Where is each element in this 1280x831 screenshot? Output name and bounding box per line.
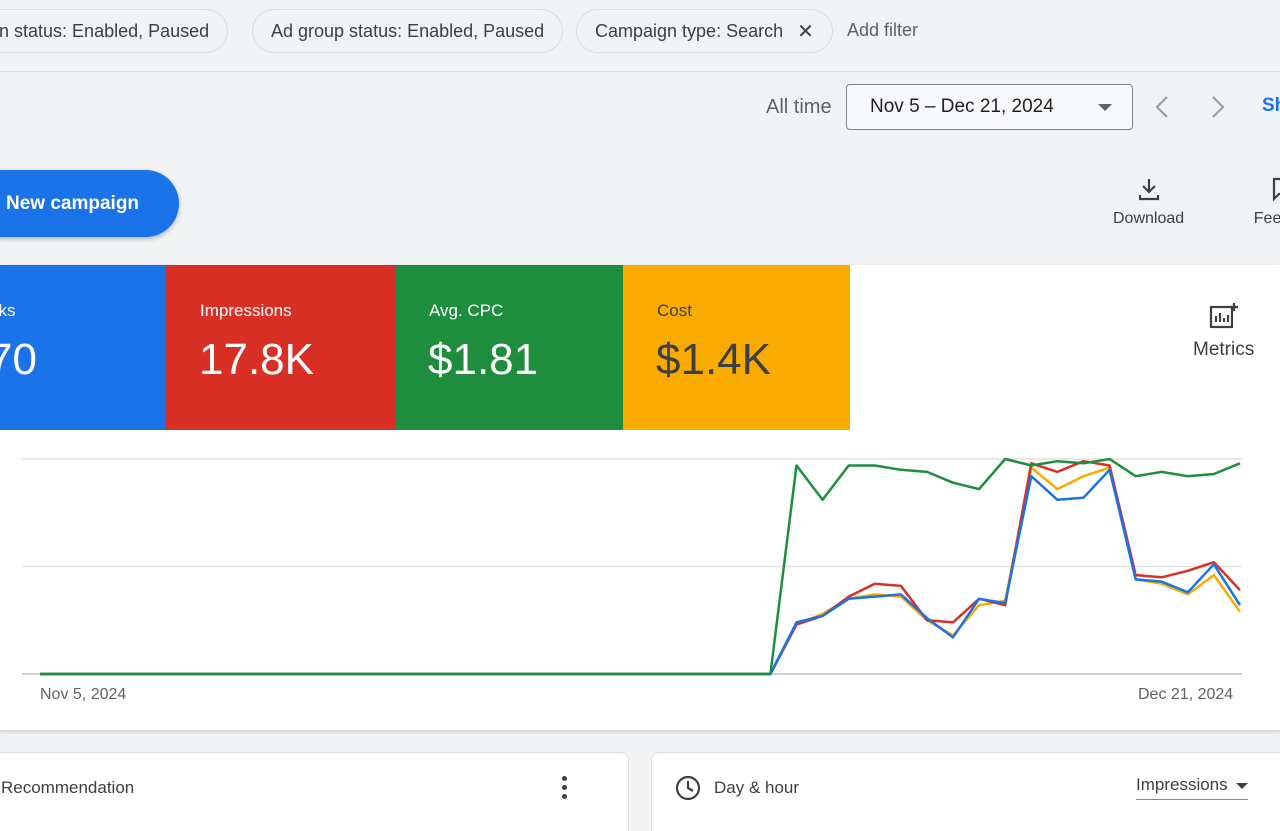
performance-chart-card: cks 70 Impressions 17.8K Avg. CPC $1.81 … xyxy=(0,265,1280,731)
add-filter-button[interactable]: Add filter xyxy=(847,20,919,40)
day-hour-title: Day & hour xyxy=(714,778,800,797)
metrics-label: Metrics xyxy=(1193,339,1255,360)
scorecard-label: cks xyxy=(0,301,16,320)
new-campaign-button[interactable]: New campaign xyxy=(0,170,179,237)
new-campaign-label: New campaign xyxy=(6,192,140,214)
schedule-icon xyxy=(675,775,701,801)
download-button[interactable]: Download xyxy=(1113,176,1184,228)
scorecard-label: Cost xyxy=(657,301,692,320)
series-line xyxy=(40,468,1242,676)
scorecard-value: 17.8K xyxy=(199,335,314,384)
scorecard-impressions[interactable]: Impressions 17.8K xyxy=(166,265,395,430)
filter-chip-label: Ad group status: Enabled, Paused xyxy=(271,20,545,41)
close-icon[interactable]: ✕ xyxy=(797,20,814,43)
line-chart xyxy=(22,457,1242,676)
scorecard-clicks[interactable]: cks 70 xyxy=(0,265,166,430)
scorecard-label: Impressions xyxy=(200,301,292,320)
scorecard-value: 70 xyxy=(0,335,37,384)
show-link[interactable]: Sh xyxy=(1262,95,1280,116)
feedback-icon xyxy=(1272,177,1280,202)
series-line xyxy=(40,459,1241,676)
recommendation-card: Recommendation xyxy=(0,752,629,831)
filter-bar: gn status: Enabled, Paused Ad group stat… xyxy=(0,0,1280,72)
date-preset-label: All time xyxy=(766,96,832,118)
impressions-dropdown[interactable]: Impressions xyxy=(1136,775,1248,800)
x-axis-end-label: Dec 21, 2024 xyxy=(1138,686,1234,703)
scorecard-label: Avg. CPC xyxy=(429,301,504,320)
x-axis-start-label: Nov 5, 2024 xyxy=(40,686,127,703)
caret-down-icon xyxy=(1235,782,1248,789)
filter-chip-campaign-status[interactable]: gn status: Enabled, Paused xyxy=(0,9,229,53)
more-vert-icon[interactable] xyxy=(556,776,572,802)
chevron-right-icon[interactable] xyxy=(1204,92,1232,122)
caret-down-icon xyxy=(1098,104,1112,111)
scorecard-avg-cpc[interactable]: Avg. CPC $1.81 xyxy=(395,265,623,430)
download-label: Download xyxy=(1113,210,1185,227)
feedback-label: Feed xyxy=(1253,210,1280,227)
metrics-button[interactable]: Metrics xyxy=(1193,301,1254,361)
filter-chip-label: gn status: Enabled, Paused xyxy=(0,20,210,41)
recommendation-title: Recommendation xyxy=(1,778,135,797)
impressions-dropdown-label: Impressions xyxy=(1136,775,1228,794)
add-chart-icon xyxy=(1209,303,1238,329)
filter-chip-label: Campaign type: Search xyxy=(595,20,784,41)
feedback-button[interactable]: Feed xyxy=(1248,176,1280,228)
day-hour-card: Day & hour Impressions xyxy=(651,752,1280,831)
scorecard-value: $1.81 xyxy=(428,335,539,384)
chevron-left-icon[interactable] xyxy=(1148,92,1176,122)
filter-chip-campaign-type[interactable]: Campaign type: Search ✕ xyxy=(576,9,833,53)
date-range-select[interactable]: Nov 5 – Dec 21, 2024 xyxy=(846,84,1133,130)
scorecard-value: $1.4K xyxy=(656,335,771,384)
filter-chip-ad-group-status[interactable]: Ad group status: Enabled, Paused xyxy=(252,9,564,53)
scorecard-cost[interactable]: Cost $1.4K xyxy=(623,265,850,430)
download-icon xyxy=(1138,179,1159,201)
series-line xyxy=(40,457,1241,676)
date-range-value: Nov 5 – Dec 21, 2024 xyxy=(870,96,1054,117)
